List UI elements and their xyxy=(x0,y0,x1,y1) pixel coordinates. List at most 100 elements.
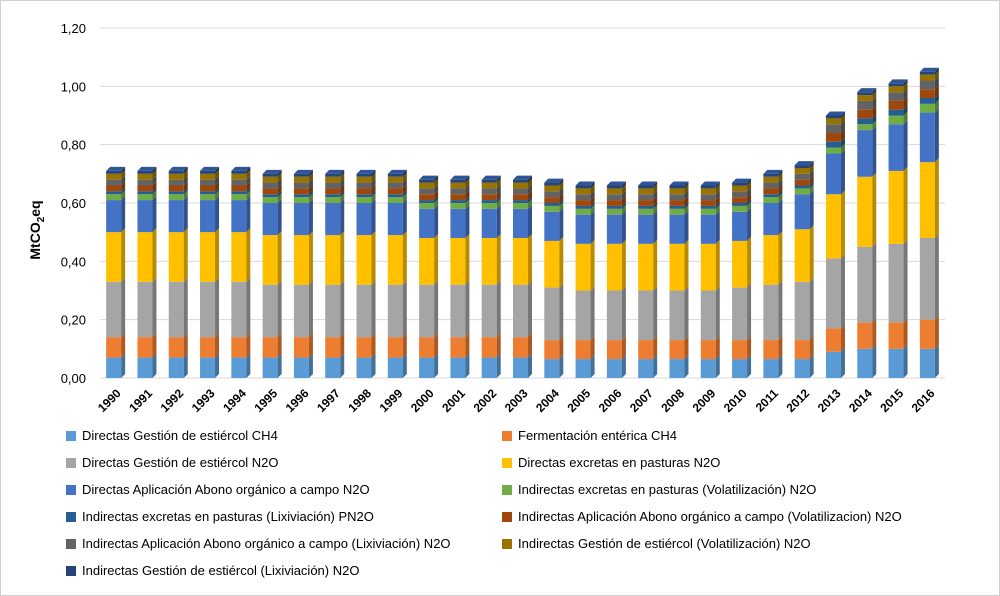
bar-top xyxy=(325,169,345,174)
bar-segment xyxy=(763,172,783,183)
x-tick-label: 2014 xyxy=(846,386,875,415)
bar-segment xyxy=(544,336,564,360)
bar-segment xyxy=(763,231,783,285)
bar-segment xyxy=(168,196,188,233)
bar-segment xyxy=(200,228,220,282)
bar-segment xyxy=(732,236,752,288)
bar-segment xyxy=(513,234,532,285)
bar-segment xyxy=(700,204,720,215)
bar-segment xyxy=(763,184,783,195)
y-tick-label: 0,40 xyxy=(61,254,86,269)
bar-top xyxy=(200,166,220,171)
bar-segment xyxy=(763,190,783,198)
bar-segment xyxy=(732,181,752,192)
bar-top xyxy=(857,88,877,93)
bar-segment xyxy=(638,286,658,341)
bar-segment xyxy=(513,204,532,238)
bar-segment xyxy=(888,88,908,101)
bar-top xyxy=(919,67,939,72)
bar-segment xyxy=(325,190,345,198)
x-tick-label: 2011 xyxy=(753,386,782,415)
bar-segment xyxy=(356,178,376,189)
bar-segment xyxy=(325,178,345,189)
legend-item: Indirectas excretas en pasturas (Lixivia… xyxy=(66,509,374,524)
legend-swatch xyxy=(502,511,512,522)
bar-top xyxy=(700,181,720,186)
legend-swatch xyxy=(502,430,512,441)
bar-segment xyxy=(387,172,407,183)
bar-segment xyxy=(325,333,345,358)
bar-segment xyxy=(106,181,126,192)
y-axis-label: MtCO2eq xyxy=(27,200,47,259)
bar-segment xyxy=(137,166,157,174)
legend-item: Indirectas Gestión de estiércol (Volatil… xyxy=(502,536,811,551)
bar-segment xyxy=(919,234,939,320)
bar-segment xyxy=(888,166,908,244)
bar-segment xyxy=(168,228,188,282)
bar-segment xyxy=(231,196,251,233)
bar-segment xyxy=(513,353,532,378)
bar-segment xyxy=(106,166,126,174)
bar-segment xyxy=(450,234,470,285)
legend-swatch xyxy=(66,457,76,468)
bar-segment xyxy=(700,190,720,201)
bar-segment xyxy=(231,187,251,195)
bar-segment xyxy=(387,353,407,378)
x-tick-label: 2003 xyxy=(502,386,531,415)
x-tick-label: 1991 xyxy=(126,386,155,415)
bar-segment xyxy=(419,184,439,195)
x-tick-label: 2006 xyxy=(596,386,625,415)
legend-label: Directas excretas en pasturas N2O xyxy=(518,455,721,470)
bar-segment xyxy=(168,190,188,201)
x-tick-label: 2009 xyxy=(690,386,719,415)
y-tick-label: 0,60 xyxy=(61,196,86,211)
bar-segment xyxy=(481,175,501,183)
legend-swatch xyxy=(66,484,76,495)
bar-segment xyxy=(825,149,845,195)
bar-segment xyxy=(888,111,908,125)
bar-segment xyxy=(825,129,845,142)
bar-segment xyxy=(387,169,407,177)
bar-top xyxy=(106,166,126,171)
bar-segment xyxy=(293,199,313,236)
bar-segment xyxy=(544,207,564,241)
bar-segment xyxy=(231,353,251,378)
x-tick-label: 2002 xyxy=(471,386,500,415)
bar-segment xyxy=(419,234,439,285)
bar-segment xyxy=(794,181,814,189)
bar-top xyxy=(293,169,313,174)
bar-top xyxy=(231,166,251,171)
bar-segment xyxy=(606,355,626,378)
x-tick-label: 2010 xyxy=(721,386,750,415)
bar-segment xyxy=(293,353,313,378)
bar-segment xyxy=(700,286,720,341)
bar-segment xyxy=(450,184,470,195)
bar-segment xyxy=(513,196,532,203)
bar-segment xyxy=(200,333,220,358)
x-tick-label: 1994 xyxy=(220,386,249,415)
bar-segment xyxy=(700,196,720,206)
bar-segment xyxy=(262,172,282,183)
bar-segment xyxy=(419,204,439,238)
bar-segment xyxy=(732,283,752,341)
bar-segment xyxy=(419,280,439,338)
bar-segment xyxy=(262,190,282,198)
bar-segment xyxy=(732,187,752,198)
bar-segment xyxy=(888,318,908,349)
legend-item: Indirectas Gestión de estiércol (Lixivia… xyxy=(66,563,359,578)
bar-segment xyxy=(825,120,845,133)
bar-segment xyxy=(356,184,376,195)
bar-segment xyxy=(387,199,407,236)
bar-segment xyxy=(293,169,313,177)
bar-segment xyxy=(356,172,376,183)
bar-segment xyxy=(262,231,282,285)
bar-segment xyxy=(794,277,814,341)
bar-segment xyxy=(106,228,126,282)
legend-label: Directas Gestión de estiércol N2O xyxy=(82,455,279,470)
bar-segment xyxy=(669,184,689,195)
bar-segment xyxy=(419,190,439,201)
bar-segment xyxy=(606,196,626,206)
bar-segment xyxy=(387,184,407,195)
bar-segment xyxy=(919,344,939,378)
